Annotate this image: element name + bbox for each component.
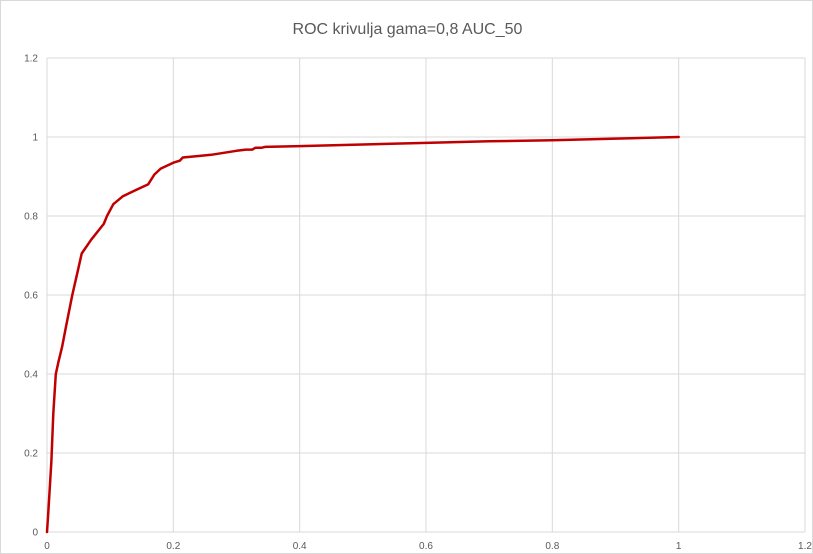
roc-series-line [45,135,680,534]
y-tick-label: 1.2 [24,54,38,65]
y-tick-label: 0 [32,528,38,539]
x-tick-label: 0.6 [419,541,433,552]
y-tick-label: 1 [32,133,38,144]
y-tick-label: 0.2 [24,449,38,460]
x-axis-ticks: 0 0.2 0.4 0.6 0.8 1 1.2 [44,541,812,552]
chart-title: ROC krivulja gama=0,8 AUC_50 [292,21,523,38]
y-axis-ticks: 0 0.2 0.4 0.6 0.8 1 1.2 [24,54,38,539]
grid [46,57,806,533]
x-tick-label: 0.8 [545,541,559,552]
y-tick-label: 0.4 [24,370,38,381]
x-tick-label: 0 [44,541,50,552]
series-layer [45,135,680,534]
y-tick-label: 0.6 [24,291,38,302]
x-tick-label: 1.2 [798,541,812,552]
y-tick-label: 0.8 [24,212,38,223]
x-tick-label: 1 [676,541,682,552]
x-tick-label: 0.4 [293,541,307,552]
x-tick-label: 0.2 [166,541,180,552]
